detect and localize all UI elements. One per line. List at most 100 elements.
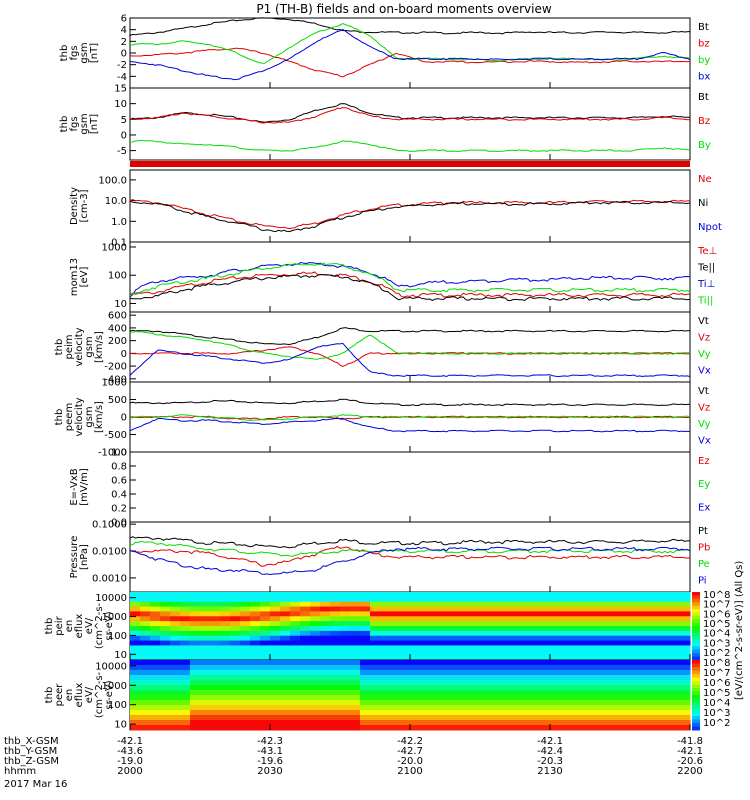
y-tick-label: -2 [117, 60, 127, 71]
heatmap-cell [630, 616, 641, 622]
heatmap-cell [680, 655, 691, 661]
y-tick-label: 0.1 [111, 238, 127, 249]
heatmap-cell [190, 645, 201, 651]
legend-entry: Vz [698, 403, 710, 414]
heatmap-cell [310, 601, 321, 608]
heatmap-cell [510, 665, 521, 671]
heatmap-cell [670, 660, 681, 666]
heatmap-cell [140, 710, 151, 716]
heatmap-cell [280, 725, 291, 731]
heatmap-cell [670, 685, 681, 691]
heatmap-cell [490, 626, 501, 632]
heatmap-cell [340, 670, 351, 676]
x-row-value: -42.1 [537, 736, 563, 747]
heatmap-cell [640, 720, 651, 726]
heatmap-cell [500, 630, 511, 637]
heatmap-cell [610, 650, 621, 656]
heatmap-cell [250, 626, 261, 632]
y-axis-label: [nT] [89, 114, 100, 134]
heatmap-cell [200, 715, 211, 721]
y-axis-label: velocity [74, 327, 85, 366]
heatmap-cell [500, 670, 511, 676]
heatmap-cell [570, 640, 581, 646]
heatmap-cell [500, 655, 511, 661]
heatmap-cell [500, 596, 511, 603]
heatmap-cell [270, 606, 281, 612]
heatmap-cell [330, 690, 341, 696]
heatmap-cell [320, 675, 331, 681]
heatmap-cell [610, 665, 621, 671]
heatmap-cell [570, 695, 581, 701]
heatmap-cell [450, 720, 461, 726]
heatmap-cell [370, 635, 381, 642]
heatmap-cell [480, 695, 491, 701]
heatmap-cell [140, 616, 151, 622]
heatmap-cell [310, 705, 321, 711]
heatmap-cell [260, 626, 271, 632]
heatmap-cell [610, 592, 621, 598]
heatmap-cell [160, 725, 171, 731]
heatmap-cell [480, 645, 491, 651]
heatmap-cell [550, 592, 561, 598]
heatmap-cell [180, 690, 191, 696]
heatmap-cell [600, 710, 611, 716]
heatmap-cell [430, 650, 441, 656]
heatmap-cell [270, 645, 281, 651]
heatmap-cell [590, 611, 601, 617]
heatmap-cell [650, 606, 661, 612]
heatmap-cell [230, 665, 241, 671]
heatmap-cell [130, 665, 141, 671]
heatmap-cell [410, 665, 421, 671]
heatmap-cell [620, 592, 631, 598]
heatmap-cell [640, 601, 651, 608]
heatmap-cell [310, 690, 321, 696]
colorbar-segment [692, 663, 700, 668]
heatmap-cell [390, 650, 401, 656]
legend-entry: Pe [698, 559, 710, 570]
colorbar-segment [692, 667, 700, 671]
heatmap-cell [330, 645, 341, 651]
heatmap-cell [250, 616, 261, 622]
heatmap-cell [470, 601, 481, 608]
heatmap-cell [380, 670, 391, 676]
heatmap-cell [570, 650, 581, 656]
heatmap-cell [590, 626, 601, 632]
heatmap-cell [190, 710, 201, 716]
x-row-value: -42.1 [677, 746, 703, 757]
heatmap-cell [560, 710, 571, 716]
heatmap-cell [570, 621, 581, 627]
heatmap-cell [280, 616, 291, 622]
heatmap-cell [450, 635, 461, 642]
heatmap-cell [520, 645, 531, 651]
heatmap-cell [450, 601, 461, 608]
heatmap-cell [550, 606, 561, 612]
heatmap-cell [650, 715, 661, 721]
y-axis-label: [eV] [79, 267, 90, 288]
heatmap-cell [190, 715, 201, 721]
heatmap-cell [310, 645, 321, 651]
heatmap-cell [580, 592, 591, 598]
heatmap-cell [560, 635, 571, 642]
heatmap-cell [630, 700, 641, 706]
heatmap-cell [500, 725, 511, 731]
heatmap-cell [610, 695, 621, 701]
heatmap-cell [240, 655, 251, 661]
x-row-value: -19.0 [117, 756, 143, 767]
colorbar-segment [692, 677, 700, 682]
colorbar-segment [692, 639, 700, 644]
heatmap-cell [270, 675, 281, 681]
heatmap-cell [280, 670, 291, 676]
heatmap-cell [580, 645, 591, 651]
heatmap-cell [630, 655, 641, 661]
heatmap-cell [650, 710, 661, 716]
heatmap-cell [170, 685, 181, 691]
heatmap-cell [660, 720, 671, 726]
heatmap-cell [490, 725, 501, 731]
heatmap-cell [140, 660, 151, 666]
heatmap-cell [300, 705, 311, 711]
heatmap-cell [160, 680, 171, 686]
heatmap-cell [380, 655, 391, 661]
heatmap-cell [140, 655, 151, 661]
heatmap-cell [380, 640, 391, 646]
heatmap-cell [390, 601, 401, 608]
